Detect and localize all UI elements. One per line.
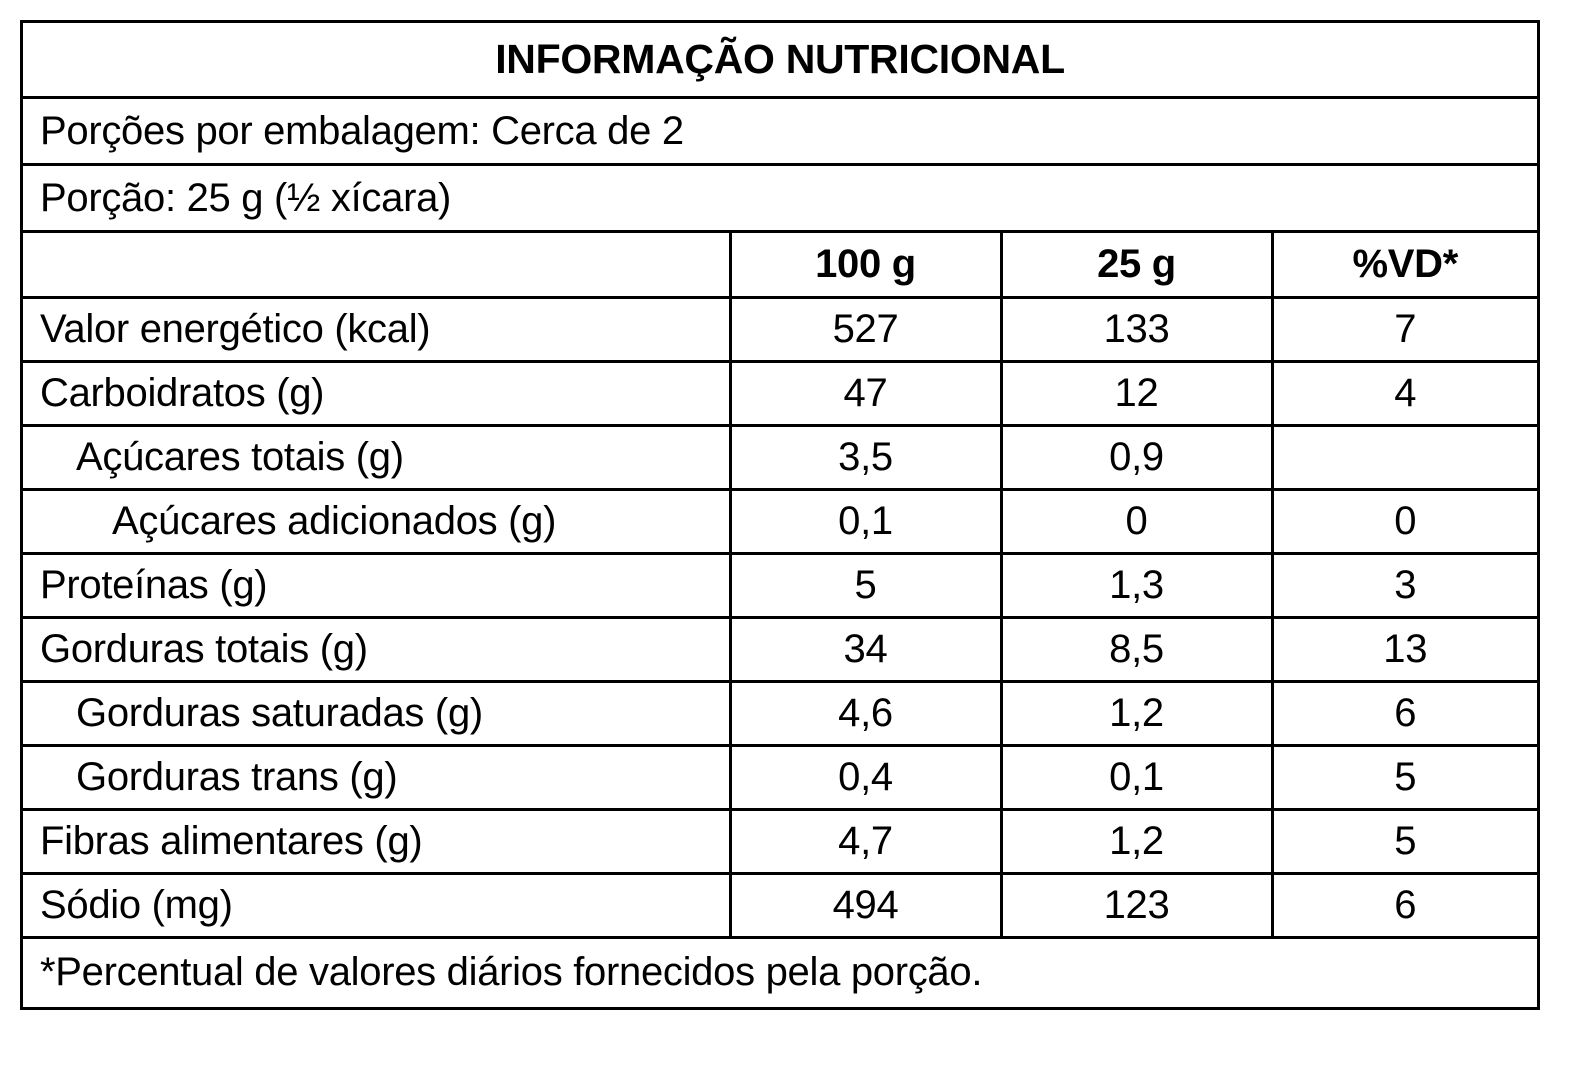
footnote: *Percentual de valores diários fornecido…	[40, 950, 983, 994]
value-per-100g: 3,5	[728, 425, 1001, 491]
value-daily-percent: 4	[1270, 361, 1537, 427]
nutrition-table: 100 g 25 g %VD* Valor energético (kcal) 5…	[23, 233, 1537, 939]
header-per-100g: 100 g	[728, 233, 1001, 299]
serving-size: Porção: 25 g (½ xícara)	[23, 166, 1537, 233]
value-daily-percent: 6	[1270, 681, 1537, 747]
value-per-serving: 133	[999, 297, 1272, 363]
label-title: INFORMAÇÃO NUTRICIONAL	[23, 23, 1537, 99]
value-per-serving: 8,5	[999, 617, 1272, 683]
nutrient-name: Gorduras saturadas (g)	[23, 681, 730, 747]
header-nutrient-cell	[23, 233, 730, 299]
value-per-serving: 12	[999, 361, 1272, 427]
value-daily-percent	[1270, 425, 1537, 491]
value-daily-percent: 13	[1270, 617, 1537, 683]
header-daily-value: %VD*	[1270, 233, 1537, 299]
nutrient-name: Açúcares totais (g)	[23, 425, 730, 491]
table-row: Gorduras totais (g) 34 8,5 13	[23, 617, 1537, 683]
nutrient-name: Proteínas (g)	[23, 553, 730, 619]
value-per-serving: 123	[999, 873, 1272, 939]
table-row: Açúcares totais (g) 3,5 0,9	[23, 425, 1537, 491]
value-per-100g: 527	[728, 297, 1001, 363]
nutrient-name: Carboidratos (g)	[23, 361, 730, 427]
table-row: Sódio (mg) 494 123 6	[23, 873, 1537, 939]
value-per-serving: 1,2	[999, 681, 1272, 747]
value-per-100g: 4,6	[728, 681, 1001, 747]
nutrition-facts-label: INFORMAÇÃO NUTRICIONAL Porções por embal…	[20, 20, 1540, 1010]
table-row: Gorduras trans (g) 0,4 0,1 5	[23, 745, 1537, 811]
nutrient-name: Valor energético (kcal)	[23, 297, 730, 363]
value-daily-percent: 5	[1270, 745, 1537, 811]
table-row: Proteínas (g) 5 1,3 3	[23, 553, 1537, 619]
nutrient-name: Açúcares adicionados (g)	[23, 489, 730, 555]
header-per-serving: 25 g	[999, 233, 1272, 299]
value-per-100g: 34	[728, 617, 1001, 683]
value-per-100g: 494	[728, 873, 1001, 939]
table-row: Açúcares adicionados (g) 0,1 0 0	[23, 489, 1537, 555]
table-row: Valor energético (kcal) 527 133 7	[23, 297, 1537, 363]
table-row: Gorduras saturadas (g) 4,6 1,2 6	[23, 681, 1537, 747]
nutrient-name: Gorduras totais (g)	[23, 617, 730, 683]
value-per-100g: 0,4	[728, 745, 1001, 811]
value-per-serving: 0	[999, 489, 1272, 555]
table-header-row: 100 g 25 g %VD*	[23, 233, 1537, 299]
value-per-serving: 0,9	[999, 425, 1272, 491]
value-per-100g: 0,1	[728, 489, 1001, 555]
value-per-100g: 4,7	[728, 809, 1001, 875]
servings-per-package: Porções por embalagem: Cerca de 2	[23, 99, 1537, 166]
value-per-serving: 1,2	[999, 809, 1272, 875]
value-per-100g: 47	[728, 361, 1001, 427]
nutrient-name: Gorduras trans (g)	[23, 745, 730, 811]
nutrient-name: Sódio (mg)	[23, 873, 730, 939]
value-daily-percent: 5	[1270, 809, 1537, 875]
value-per-serving: 0,1	[999, 745, 1272, 811]
value-daily-percent: 7	[1270, 297, 1537, 363]
value-daily-percent: 0	[1270, 489, 1537, 555]
table-row: Carboidratos (g) 47 12 4	[23, 361, 1537, 427]
value-daily-percent: 6	[1270, 873, 1537, 939]
value-per-serving: 1,3	[999, 553, 1272, 619]
nutrient-name: Fibras alimentares (g)	[23, 809, 730, 875]
table-row: Fibras alimentares (g) 4,7 1,2 5	[23, 809, 1537, 875]
value-per-100g: 5	[728, 553, 1001, 619]
value-daily-percent: 3	[1270, 553, 1537, 619]
